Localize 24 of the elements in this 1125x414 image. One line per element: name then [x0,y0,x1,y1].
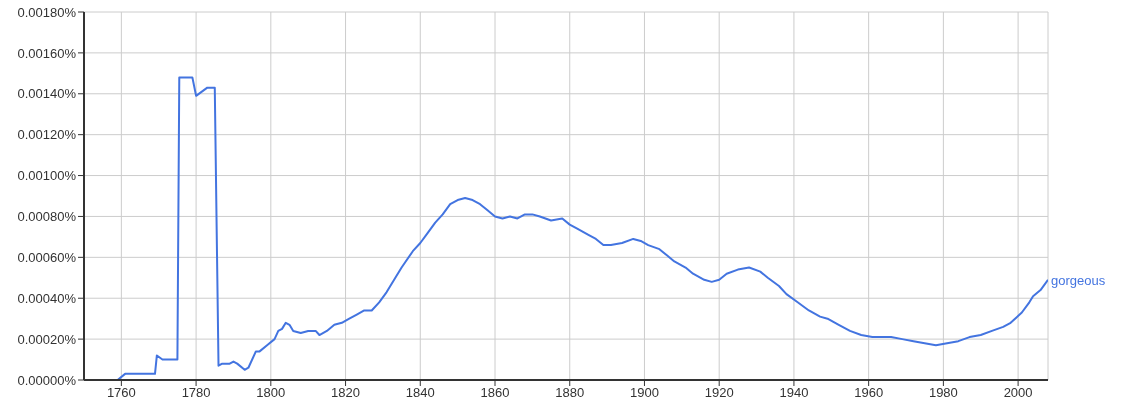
y-tick-label: 0.00120% [17,127,77,143]
x-tick-label: 1980 [928,385,958,401]
x-tick-label: 1800 [256,385,286,401]
x-tick-label: 1960 [854,385,884,401]
y-tick-label: 0.00020% [17,331,77,347]
x-tick-label: 1780 [181,385,211,401]
y-tick-label: 0.00180% [17,4,77,20]
y-tick-label: 0.00060% [17,249,77,265]
x-tick-label: 1900 [630,385,659,401]
y-tick-label: 0.00160% [17,45,77,61]
x-tick-label: 1940 [779,385,809,401]
series-label: gorgeous [1051,272,1106,288]
y-tick-label: 0.00000% [17,372,77,388]
y-tick-label: 0.00140% [17,86,77,102]
x-tick-label: 1920 [704,385,734,401]
x-tick-label: 1820 [331,385,361,401]
x-tick-label: 1840 [405,385,435,401]
y-tick-label: 0.00040% [17,290,77,306]
y-tick-label: 0.00100% [17,168,77,184]
x-tick-label: 1760 [106,385,136,401]
x-tick-label: 1860 [480,385,510,401]
x-tick-label: 2000 [1003,385,1033,401]
x-tick-label: 1880 [555,385,585,401]
y-tick-label: 0.00080% [17,209,77,225]
